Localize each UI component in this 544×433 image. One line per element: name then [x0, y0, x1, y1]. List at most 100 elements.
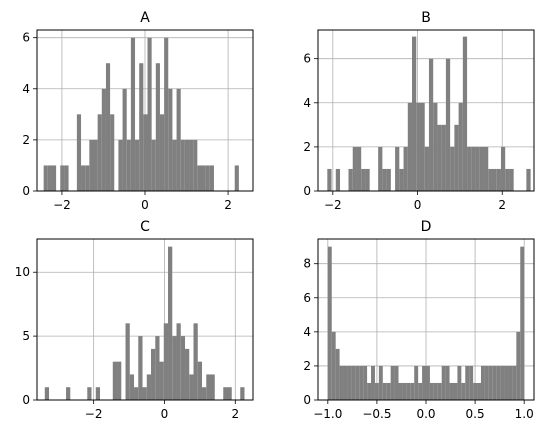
histogram-bar [331, 331, 336, 400]
histogram-bar [184, 139, 190, 191]
histogram-bar [125, 323, 130, 400]
histogram-bar [76, 114, 82, 191]
histogram-bar [480, 365, 485, 400]
histogram-bar [201, 165, 206, 191]
subplot-title: C [140, 219, 150, 235]
x-tick-label: 0.5 [466, 407, 485, 421]
histogram-bar [484, 365, 489, 400]
histogram-bar [117, 361, 122, 400]
histogram-bar [363, 365, 368, 400]
histogram-bar [51, 165, 57, 191]
x-tick-label: −1.0 [313, 407, 342, 421]
histogram-bar [475, 146, 480, 191]
histogram-bar [505, 168, 510, 191]
histogram-bar [47, 165, 52, 191]
histogram-bar [461, 382, 466, 400]
histogram-bar [327, 168, 332, 191]
histogram-bar [422, 365, 426, 400]
histogram-bar [89, 139, 94, 191]
histogram-bar [81, 165, 86, 191]
histogram-bar [441, 365, 446, 400]
histogram-bar [382, 382, 387, 400]
histogram-bar [93, 139, 98, 191]
histogram-bar [159, 361, 164, 400]
x-tick-label: 1.0 [515, 407, 534, 421]
histogram-bar [129, 374, 135, 400]
histogram-bar [437, 382, 442, 400]
histogram-bar [386, 382, 391, 400]
histogram-bar [163, 323, 169, 400]
histogram-bar [477, 382, 481, 400]
histogram-bar [327, 246, 332, 400]
histogram-bar [155, 63, 160, 191]
histogram-bar [433, 382, 438, 400]
histogram-bar [343, 365, 348, 400]
x-tick-label: −2 [324, 198, 342, 212]
histogram-bar [500, 365, 505, 400]
histogram-bar [386, 168, 391, 191]
histogram-bar [134, 387, 139, 400]
histogram-bar [500, 146, 506, 191]
histogram-bar [209, 165, 214, 191]
histogram-bar [339, 365, 344, 400]
histogram-bar [227, 387, 232, 400]
y-tick-label: 10 [15, 265, 30, 279]
histogram-bar [240, 387, 245, 400]
histogram-bar [374, 382, 379, 400]
x-tick-label: 2 [498, 198, 506, 212]
histogram-bar [454, 124, 459, 191]
histogram-bar [205, 165, 210, 191]
y-tick-label: 4 [303, 325, 311, 339]
histogram-bar [135, 139, 140, 191]
histogram-bar [172, 139, 177, 191]
subplot-title: D [421, 219, 432, 235]
histogram-bar [469, 365, 474, 400]
histogram-bar [457, 365, 462, 400]
histogram-bar [87, 387, 92, 400]
y-tick-label: 4 [22, 82, 30, 96]
histogram-bar [426, 365, 430, 400]
histogram-bar [509, 168, 514, 191]
histogram-bar [151, 348, 156, 400]
histogram-bar [164, 37, 169, 191]
y-tick-label: 2 [303, 359, 311, 373]
histogram-bar [471, 146, 476, 191]
histogram-bar [112, 361, 118, 400]
histogram-bar [484, 146, 489, 191]
histogram-bar [445, 365, 450, 400]
subplot-title: B [421, 10, 431, 26]
histogram-bar [151, 139, 156, 191]
histogram-bar [180, 139, 185, 191]
histogram-bar [365, 168, 370, 191]
histogram-bar [378, 365, 383, 400]
axes-frame [317, 29, 535, 192]
histogram-bar [395, 146, 400, 191]
x-tick-label: 2 [231, 407, 239, 421]
histogram-bar [420, 102, 425, 191]
y-tick-label: 6 [303, 291, 311, 305]
histogram-bar [155, 336, 160, 400]
histogram-bar [105, 63, 111, 191]
histogram-bar [210, 374, 215, 400]
y-tick-label: 0 [22, 184, 30, 198]
histogram-bar [441, 124, 446, 191]
histogram-bar [159, 114, 165, 191]
histogram-bar [202, 387, 207, 400]
histogram-bar [496, 365, 501, 400]
histogram-bar [335, 168, 341, 191]
histogram-bar [176, 88, 181, 191]
histogram-bar [429, 382, 434, 400]
histogram-bar [492, 365, 497, 400]
histogram-bar [139, 63, 144, 191]
histogram-bar [488, 365, 493, 400]
histogram-bar [402, 382, 407, 400]
histogram-bar [449, 382, 454, 400]
histogram-bar [206, 374, 211, 400]
histogram-bar [367, 382, 372, 400]
x-tick-label: −0.5 [362, 407, 391, 421]
y-tick-label: 4 [303, 96, 311, 110]
histogram-bar [356, 146, 362, 191]
y-tick-label: 0 [303, 184, 311, 198]
x-tick-label: 2 [224, 198, 232, 212]
x-tick-label: 0 [161, 407, 169, 421]
